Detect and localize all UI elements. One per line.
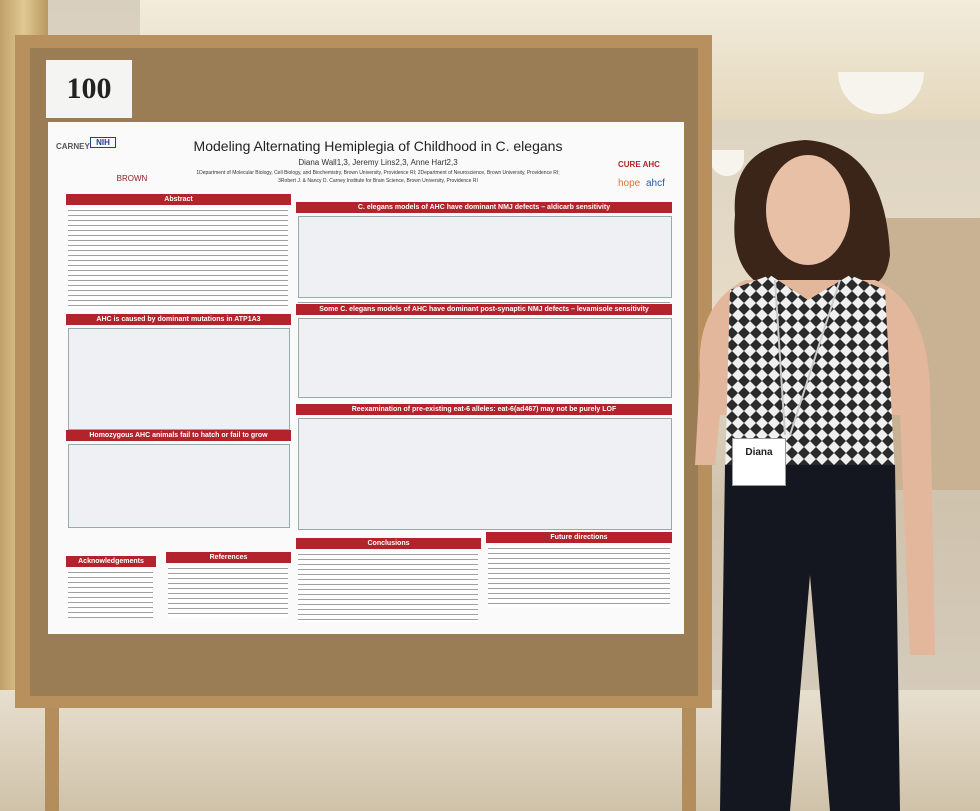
section-header: Reexamination of pre-existing eat-6 alle… [296, 404, 672, 415]
body-text [298, 552, 478, 622]
body-text [168, 566, 288, 618]
body-text [488, 546, 670, 608]
logo: CURE AHC [618, 160, 660, 169]
section-header: Conclusions [296, 538, 481, 549]
logo: CARNEY [56, 142, 90, 151]
logo: BROWN [116, 174, 148, 183]
section-header: Future directions [486, 532, 672, 543]
figure [298, 216, 672, 298]
body-text [68, 570, 153, 618]
poster-number: 100 [46, 60, 132, 118]
section-header: Abstract [66, 194, 291, 205]
logo: ahcf [646, 178, 665, 189]
body-text [68, 208, 288, 308]
figure [298, 418, 672, 530]
section-header: Some C. elegans models of AHC have domin… [296, 304, 672, 315]
easel-leg [682, 690, 696, 811]
figure [68, 444, 290, 528]
person [695, 140, 935, 811]
logo: NIH [90, 137, 116, 148]
poster: CARNEY NIH BROWN CURE AHC hope ahcf Mode… [48, 122, 684, 634]
floor [0, 690, 980, 811]
section-header: References [166, 552, 291, 563]
poster-title: Modeling Alternating Hemiplegia of Child… [193, 138, 563, 154]
section-header: Acknowledgements [66, 556, 156, 567]
affiliation: 3Robert J. & Nancy D. Carney Institute f… [278, 178, 478, 184]
affiliation: 1Department of Molecular Biology, Cell B… [196, 170, 560, 176]
section-header: Homozygous AHC animals fail to hatch or … [66, 430, 291, 441]
section-header: AHC is caused by dominant mutations in A… [66, 314, 291, 325]
logo: hope [618, 178, 641, 189]
easel-leg [45, 690, 59, 811]
figure [68, 328, 290, 430]
lamp [710, 150, 744, 176]
name-badge: Diana [732, 438, 786, 486]
section-header: C. elegans models of AHC have dominant N… [296, 202, 672, 213]
figure [298, 318, 672, 398]
poster-authors: Diana Wall1,3, Jeremy Lins2,3, Anne Hart… [298, 158, 458, 167]
